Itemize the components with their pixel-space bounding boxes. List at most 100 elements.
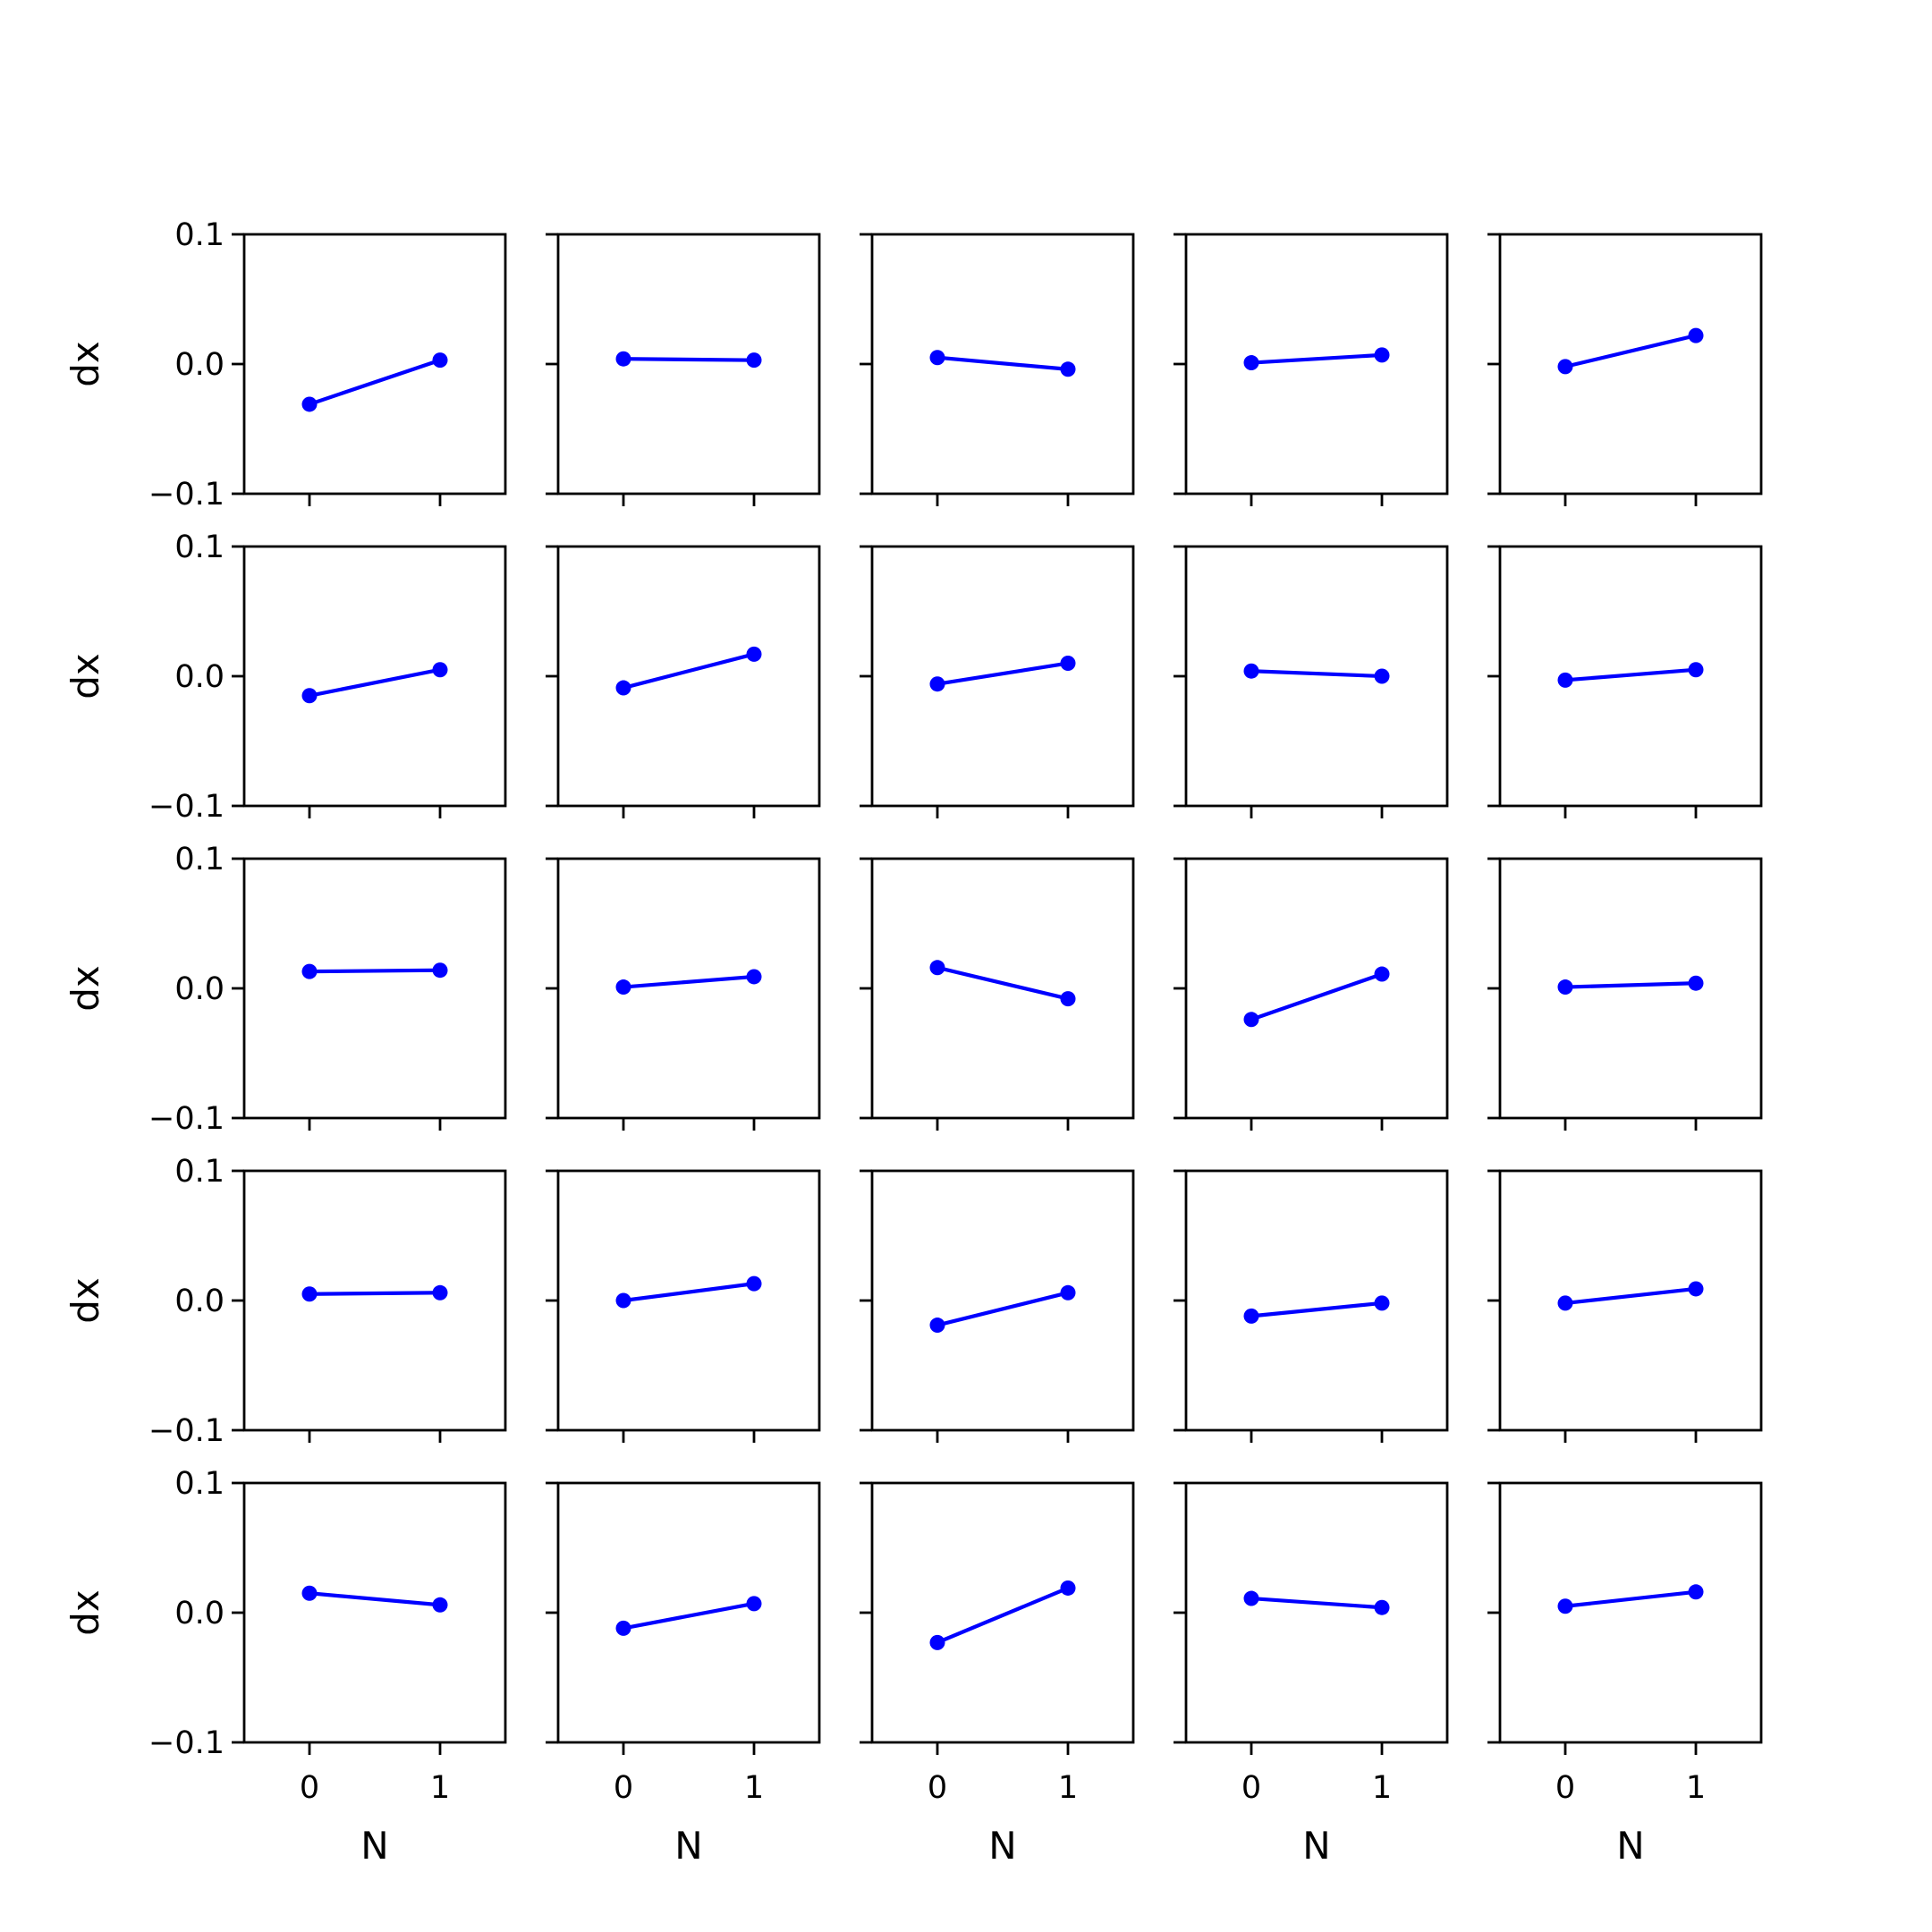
plot-frame bbox=[242, 233, 507, 496]
y-tick-label: 0.0 bbox=[174, 347, 225, 383]
data-point bbox=[301, 1286, 318, 1302]
subplot-r1-c3 bbox=[860, 233, 1135, 506]
data-point bbox=[301, 963, 318, 979]
y-tick-label: 0.1 bbox=[174, 842, 225, 877]
subplot-r3-c4 bbox=[1174, 857, 1449, 1131]
data-point bbox=[1243, 1012, 1259, 1028]
data-point bbox=[1557, 672, 1573, 688]
y-axis-title: dx bbox=[64, 653, 107, 699]
subplot-r2-c5 bbox=[1487, 545, 1763, 818]
x-tick-label: 0 bbox=[614, 1770, 633, 1806]
subplot-r1-c5 bbox=[1487, 233, 1763, 506]
data-point bbox=[1243, 663, 1259, 679]
series-line bbox=[1249, 1301, 1385, 1318]
x-axis-title: N bbox=[674, 1824, 702, 1868]
data-point bbox=[1688, 662, 1704, 678]
subplot-r4-c1: 0.1 0.0 −0.1 dx bbox=[64, 1154, 507, 1449]
plot-frame bbox=[242, 857, 507, 1120]
x-tick-label: 0 bbox=[300, 1770, 319, 1806]
series-line bbox=[307, 968, 443, 974]
plot-frame bbox=[242, 1481, 507, 1744]
subplot-r5-c3: 0 1 N bbox=[860, 1481, 1135, 1868]
data-point bbox=[1374, 1295, 1390, 1311]
y-tick-label: 0.1 bbox=[174, 1154, 225, 1190]
x-axis-title: N bbox=[1302, 1824, 1330, 1868]
plot-frame bbox=[870, 1481, 1135, 1744]
data-point bbox=[746, 352, 762, 369]
data-point bbox=[301, 396, 318, 412]
data-point bbox=[1374, 966, 1390, 982]
subplot-r1-c4 bbox=[1174, 233, 1449, 506]
data-point bbox=[1060, 656, 1076, 671]
plot-frame bbox=[870, 857, 1135, 1120]
data-point bbox=[1557, 979, 1573, 996]
plot-frame bbox=[556, 1169, 821, 1432]
y-tick-label: −0.1 bbox=[148, 477, 225, 513]
y-tick-label: 0.0 bbox=[174, 1284, 225, 1319]
y-axis-title: dx bbox=[64, 341, 107, 387]
subplot-r1-c2 bbox=[546, 233, 821, 506]
x-axis-title: N bbox=[988, 1824, 1016, 1868]
x-tick-label: 0 bbox=[928, 1770, 947, 1806]
data-point bbox=[1060, 1284, 1076, 1301]
series-line bbox=[935, 1585, 1071, 1646]
series-line bbox=[307, 1291, 443, 1296]
data-point bbox=[1688, 1584, 1704, 1600]
plot-frame bbox=[1184, 545, 1449, 808]
data-point bbox=[615, 351, 631, 367]
data-point bbox=[1243, 1590, 1259, 1606]
series-line bbox=[1563, 981, 1699, 989]
series-line bbox=[307, 667, 443, 699]
data-point bbox=[1060, 991, 1076, 1007]
plot-frame bbox=[1184, 857, 1449, 1120]
x-tick-label: 1 bbox=[744, 1770, 764, 1806]
data-point bbox=[432, 662, 448, 678]
subplot-r3-c2 bbox=[546, 857, 821, 1131]
plot-frame bbox=[1184, 1169, 1449, 1432]
data-point bbox=[1243, 1308, 1259, 1324]
subplot-r3-c5 bbox=[1487, 857, 1763, 1131]
y-tick-label: 0.0 bbox=[174, 971, 225, 1007]
data-point bbox=[432, 1597, 448, 1613]
data-point bbox=[929, 1318, 945, 1334]
series-line bbox=[621, 357, 757, 362]
data-point bbox=[301, 1585, 318, 1601]
subplot-r4-c2 bbox=[546, 1169, 821, 1443]
series-line bbox=[307, 357, 443, 407]
subplot-r3-c1: 0.1 0.0 −0.1 dx bbox=[64, 842, 507, 1137]
data-point bbox=[1688, 975, 1704, 991]
plot-frame bbox=[242, 545, 507, 808]
data-point bbox=[929, 350, 945, 366]
plot-frame bbox=[1498, 857, 1763, 1120]
data-point bbox=[432, 352, 448, 369]
y-axis-title: dx bbox=[64, 1589, 107, 1636]
y-tick-label: −0.1 bbox=[148, 1725, 225, 1761]
plot-frame bbox=[556, 233, 821, 496]
y-tick-label: 0.0 bbox=[174, 659, 225, 695]
subplot-r2-c3 bbox=[860, 545, 1135, 818]
series-line bbox=[1563, 333, 1699, 369]
series-line bbox=[935, 965, 1071, 1002]
plot-frame bbox=[1498, 233, 1763, 496]
subplot-r1-c1: 0.1 0.0 −0.1 dx bbox=[64, 217, 507, 513]
series-line bbox=[307, 1590, 443, 1607]
x-tick-label: 1 bbox=[1686, 1770, 1706, 1806]
series-line bbox=[1249, 352, 1385, 365]
data-point bbox=[1557, 1598, 1573, 1614]
data-point bbox=[746, 1596, 762, 1612]
y-tick-label: 0.1 bbox=[174, 530, 225, 565]
y-axis-title: dx bbox=[64, 1277, 107, 1324]
data-point bbox=[615, 680, 631, 696]
x-tick-label: 1 bbox=[1058, 1770, 1078, 1806]
series-line bbox=[1563, 667, 1699, 682]
subplot-r4-c4 bbox=[1174, 1169, 1449, 1443]
plot-frame bbox=[242, 1169, 507, 1432]
data-point bbox=[746, 646, 762, 662]
subplot-r5-c2: 0 1 N bbox=[546, 1481, 821, 1868]
data-point bbox=[1557, 359, 1573, 375]
data-point bbox=[746, 969, 762, 985]
series-line bbox=[935, 661, 1071, 687]
data-point bbox=[1688, 327, 1704, 343]
y-tick-label: −0.1 bbox=[148, 789, 225, 825]
series-line bbox=[621, 1281, 757, 1303]
